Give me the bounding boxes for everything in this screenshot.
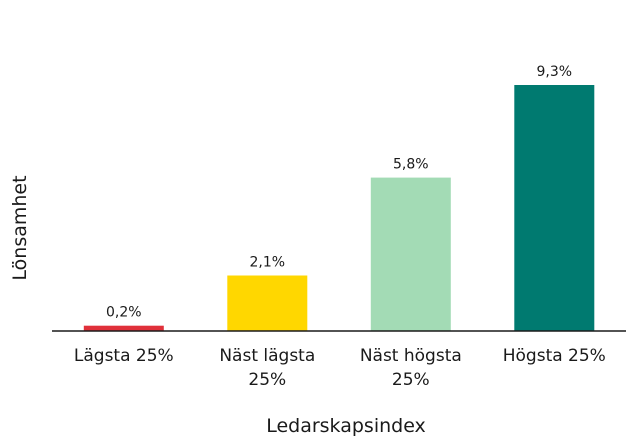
data-label-3: 5,8% bbox=[393, 157, 429, 173]
value-labels-group: 0,2% 2,1% 5,8% 9,3% bbox=[106, 64, 572, 321]
bar-3 bbox=[370, 177, 451, 331]
x-tick-label-3: Näst högsta 25% bbox=[360, 346, 462, 390]
bars-group bbox=[83, 85, 595, 331]
x-tick-label-1: Lägsta 25% bbox=[74, 346, 174, 366]
bar-1 bbox=[83, 325, 164, 331]
y-axis-title: Lönsamhet bbox=[9, 175, 31, 280]
data-label-4: 9,3% bbox=[537, 64, 573, 80]
x-tick-label-2: Näst lägsta 25% bbox=[219, 346, 315, 390]
x-tick-label-4: Högsta 25% bbox=[503, 346, 606, 366]
x-axis-title: Ledarskapsindex bbox=[266, 415, 426, 437]
data-label-2: 2,1% bbox=[250, 255, 286, 271]
data-label-1: 0,2% bbox=[106, 305, 142, 321]
x-tick-labels-group: Lägsta 25% Näst lägsta 25% Näst högsta 25% Hö… bbox=[74, 346, 606, 390]
bar-2 bbox=[227, 275, 308, 331]
bar-4 bbox=[514, 85, 595, 331]
